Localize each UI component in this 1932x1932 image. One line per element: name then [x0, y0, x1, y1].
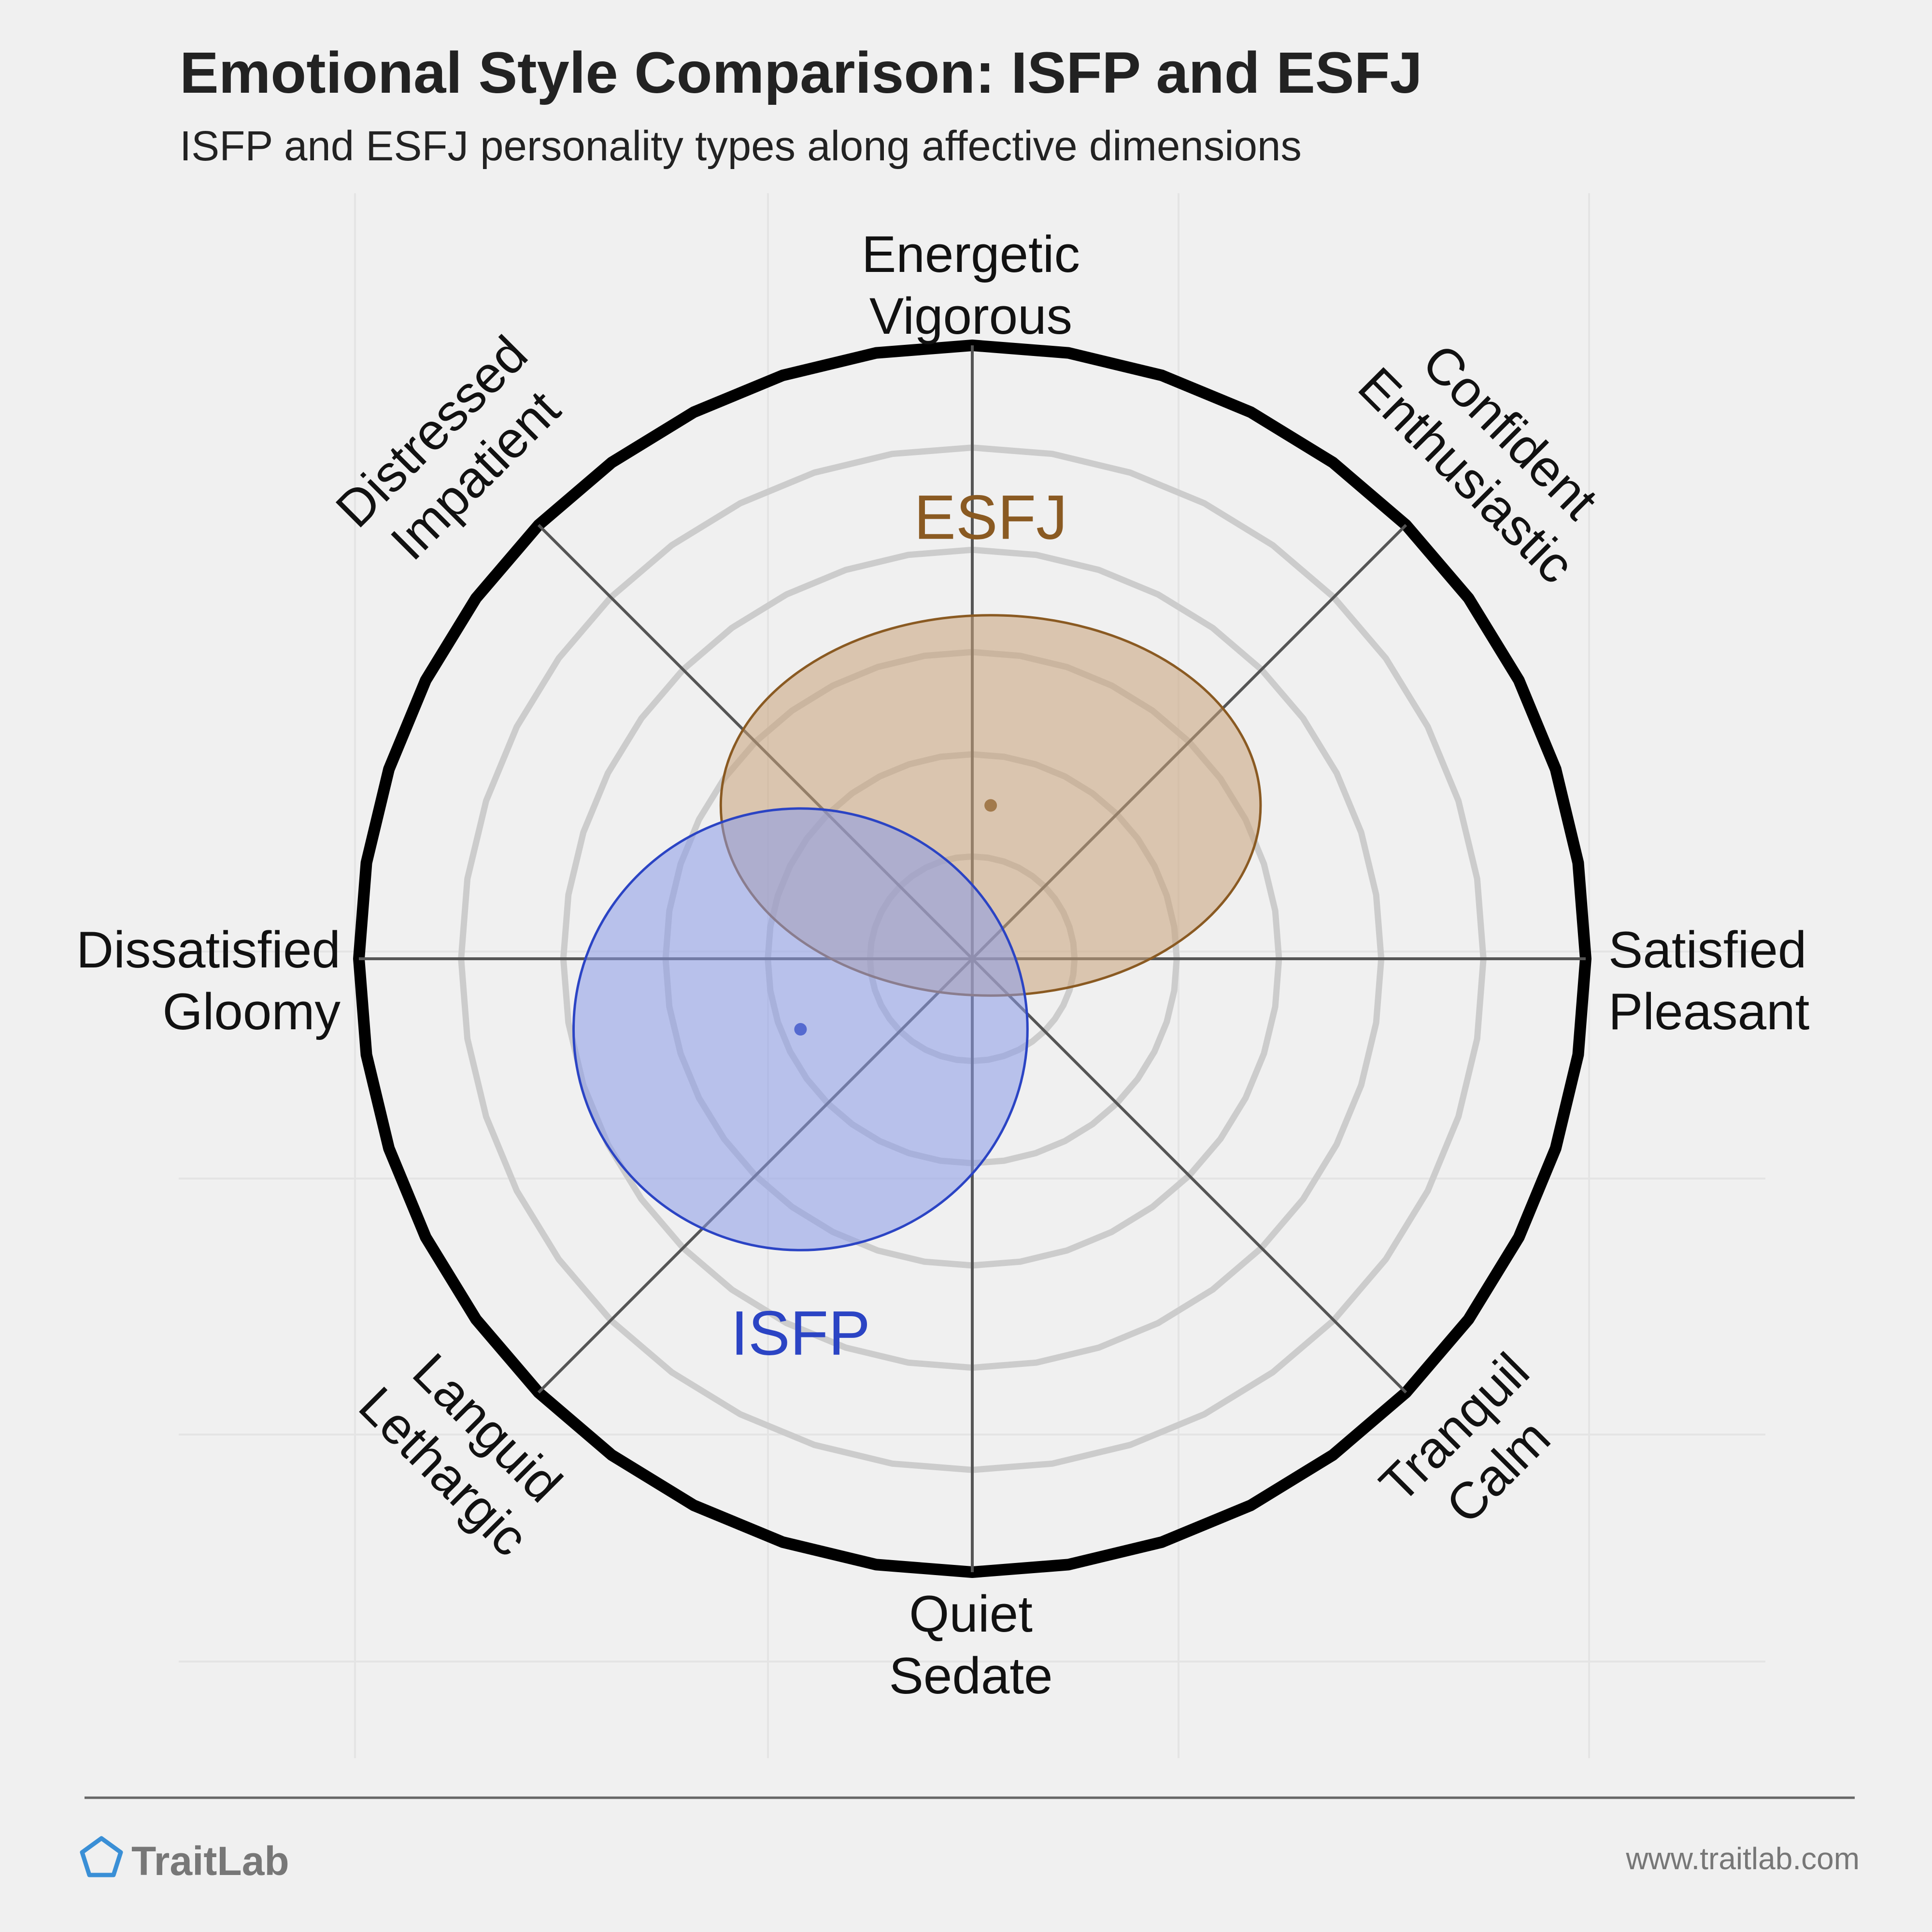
chart-subtitle: ISFP and ESFJ personality types along af…: [180, 123, 1302, 170]
esfj-label: ESFJ: [914, 482, 1067, 553]
isfp-label: ISFP: [731, 1298, 870, 1368]
axis-label-line: Energetic: [862, 225, 1080, 283]
axis-label-line: Dissatisfied: [76, 921, 341, 979]
esfj-center-point: [984, 799, 997, 812]
axis-label-line: Vigorous: [869, 287, 1072, 345]
series-layer: ESFJ ISFP: [572, 482, 1262, 1368]
footer-brand: TraitLab: [131, 1838, 289, 1884]
axis-label-line: Quiet: [909, 1585, 1033, 1643]
axis-label-line: Sedate: [889, 1647, 1052, 1705]
traitlab-logo-icon: [80, 1836, 123, 1877]
chart-title: Emotional Style Comparison: ISFP and ESF…: [180, 40, 1422, 105]
isfp-center-point: [794, 1023, 807, 1036]
axis-label-line: Pleasant: [1608, 982, 1809, 1040]
axis-label-line: Satisfied: [1608, 921, 1806, 979]
footer-url: www.traitlab.com: [1625, 1841, 1860, 1876]
axis-label-line: Gloomy: [162, 982, 341, 1040]
